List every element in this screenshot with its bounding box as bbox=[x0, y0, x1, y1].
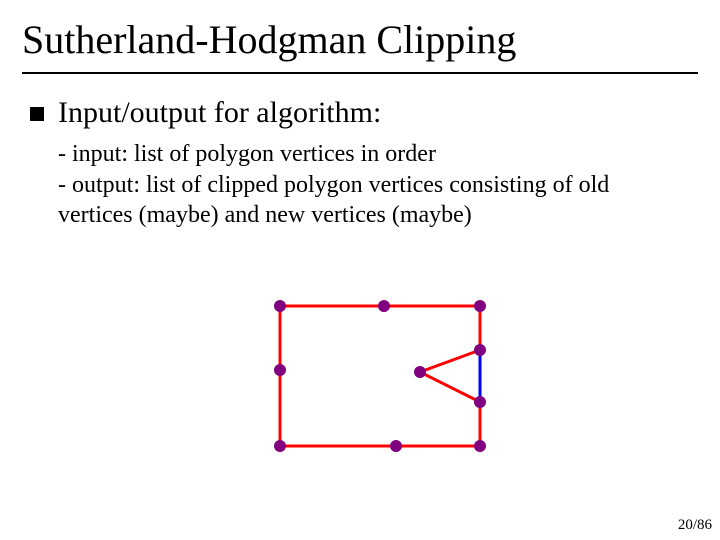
main-bullet: Input/output for algorithm: bbox=[30, 96, 381, 130]
vertex-marker bbox=[390, 440, 402, 452]
title-underline bbox=[22, 72, 698, 74]
clipped-polygon-outline bbox=[280, 306, 480, 446]
sub-bullet-item: - input: list of polygon vertices in ord… bbox=[58, 140, 678, 169]
clipping-diagram bbox=[260, 294, 500, 458]
square-bullet-icon bbox=[30, 107, 44, 121]
vertex-marker bbox=[274, 440, 286, 452]
sub-bullet-item: - output: list of clipped polygon vertic… bbox=[58, 171, 678, 230]
sub-bullet-list: - input: list of polygon vertices in ord… bbox=[58, 140, 678, 232]
main-bullet-text: Input/output for algorithm: bbox=[58, 96, 381, 130]
vertex-marker bbox=[414, 366, 426, 378]
diagram-svg bbox=[260, 294, 500, 458]
vertex-marker bbox=[378, 300, 390, 312]
vertex-marker bbox=[274, 364, 286, 376]
clip-rectangle bbox=[280, 306, 480, 446]
vertex-marker bbox=[474, 440, 486, 452]
vertex-marker bbox=[474, 300, 486, 312]
vertex-marker bbox=[474, 344, 486, 356]
slide-title: Sutherland-Hodgman Clipping bbox=[22, 16, 516, 63]
vertex-marker bbox=[274, 300, 286, 312]
slide: Sutherland-Hodgman Clipping Input/output… bbox=[0, 0, 720, 540]
vertex-marker bbox=[474, 396, 486, 408]
page-number: 20/86 bbox=[678, 517, 712, 534]
